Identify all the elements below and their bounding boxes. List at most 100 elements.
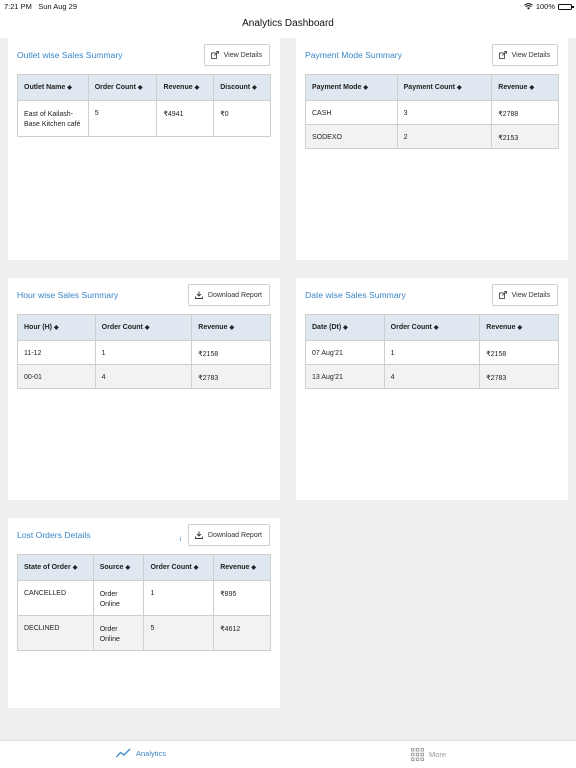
hour-cell-order-count: 1 <box>94 340 193 365</box>
date-sales-title: Date wise Sales Summary <box>305 290 406 300</box>
sort-icon: ◆ <box>125 565 131 571</box>
lost-cell-revenue: ₹4612 <box>213 615 271 651</box>
payment-view-details-label: View Details <box>511 51 550 59</box>
hour-header-hour[interactable]: Hour (H) ◆ <box>17 314 96 341</box>
table-row: 07 Aug'21 1 ₹2158 <box>305 340 559 365</box>
hour-download-report-button[interactable]: Download Report <box>187 284 270 306</box>
column-header-label: Payment Count <box>403 84 455 91</box>
table-row: 13 Aug'21 4 ₹2783 <box>305 364 559 389</box>
tab-analytics[interactable]: Analytics <box>116 748 166 758</box>
analytics-icon <box>116 748 131 758</box>
payment-cell-revenue: ₹2788 <box>491 100 559 125</box>
outlet-cell-revenue: ₹4941 <box>156 100 215 137</box>
tab-analytics-label: Analytics <box>136 748 167 758</box>
payment-cell-count: 2 <box>396 124 493 149</box>
battery-icon <box>558 3 574 10</box>
lost-header-revenue[interactable]: Revenue ◆ <box>213 554 271 581</box>
hour-cell-revenue: ₹2158 <box>191 340 271 365</box>
date-header-revenue[interactable]: Revenue ◆ <box>479 314 559 341</box>
column-header-label: Payment Mode <box>312 84 362 91</box>
column-header-label: Source <box>99 564 124 571</box>
sort-icon: ◆ <box>529 85 535 91</box>
table-row: CASH 3 ₹2788 <box>305 100 559 125</box>
outlet-header-discount[interactable]: Discount ◆ <box>213 74 271 101</box>
outlet-cell-name: East of Kailash- Base Kitchen café <box>17 100 89 137</box>
column-header-label: Outlet Name <box>24 84 66 91</box>
sort-icon: ◆ <box>54 325 59 331</box>
payment-cell-mode: SODEXO <box>305 124 398 149</box>
table-row: CANCELLED Order Online 1 ₹895 <box>17 580 271 616</box>
sort-icon: ◆ <box>433 325 439 331</box>
payment-header-mode[interactable]: Payment Mode ◆ <box>305 74 398 101</box>
outlet-header-order-count[interactable]: Order Count ◆ <box>87 74 158 101</box>
date-header-date[interactable]: Date (Dt) ◆ <box>305 314 385 341</box>
download-icon <box>194 291 203 299</box>
payment-header-revenue[interactable]: Revenue ◆ <box>491 74 559 101</box>
sort-icon: ◆ <box>343 325 348 331</box>
date-cell-order-count: 4 <box>383 364 481 389</box>
sort-icon: ◆ <box>72 565 78 571</box>
outlet-view-details-button[interactable]: View Details <box>203 44 270 66</box>
sort-icon: ◆ <box>456 85 462 91</box>
status-bar: 7:21 PM Sun Aug 29 100% <box>0 0 576 14</box>
date-header-order-count[interactable]: Order Count ◆ <box>383 314 481 341</box>
outlet-header-name[interactable]: Outlet Name ◆ <box>17 74 89 101</box>
lost-cell-state: DECLINED <box>17 615 94 651</box>
lost-cell-order-count: 1 <box>143 580 215 616</box>
sort-icon: ◆ <box>194 85 200 91</box>
lost-cell-state: CANCELLED <box>17 580 94 616</box>
payment-view-details-button[interactable]: View Details <box>491 44 558 66</box>
nav-bar: Analytics Dashboard <box>0 14 576 38</box>
table-row: SODEXO 2 ₹2153 <box>305 124 559 149</box>
sort-icon: ◆ <box>251 565 257 571</box>
payment-cell-count: 3 <box>396 100 493 125</box>
grid-icon <box>411 748 424 761</box>
column-header-label: Revenue <box>498 84 528 91</box>
table-row: East of Kailash- Base Kitchen café 5 ₹49… <box>17 100 271 137</box>
payment-mode-title: Payment Mode Summary <box>305 50 402 60</box>
sort-icon: ◆ <box>229 325 235 331</box>
table-row: 00-01 4 ₹2783 <box>17 364 271 389</box>
date-view-details-button[interactable]: View Details <box>491 284 558 306</box>
tab-bar: Analytics More <box>0 740 576 768</box>
column-header-label: Discount <box>220 84 251 91</box>
payment-header-count[interactable]: Payment Count ◆ <box>396 74 493 101</box>
column-header-label: Revenue <box>198 324 228 331</box>
column-header-label: Hour (H) <box>24 324 52 331</box>
hour-cell-order-count: 4 <box>94 364 193 389</box>
hour-header-revenue[interactable]: Revenue ◆ <box>191 314 271 341</box>
sort-icon: ◆ <box>193 565 199 571</box>
hour-header-order-count[interactable]: Order Count ◆ <box>94 314 193 341</box>
lost-header-source[interactable]: Source ◆ <box>92 554 145 581</box>
lost-cell-order-count: 5 <box>143 615 215 651</box>
page-title: Analytics Dashboard <box>242 18 334 29</box>
lost-header-order-count[interactable]: Order Count ◆ <box>143 554 215 581</box>
hour-download-report-label: Download Report <box>207 291 262 299</box>
column-header-label: Order Count <box>94 84 136 91</box>
external-link-icon <box>210 51 219 59</box>
lost-cell-source: Order Online <box>92 615 145 651</box>
download-icon <box>194 531 203 539</box>
lost-header-state[interactable]: State of Order ◆ <box>17 554 94 581</box>
hour-sales-title: Hour wise Sales Summary <box>17 290 119 300</box>
lost-download-report-button[interactable]: Download Report <box>187 524 270 546</box>
outlet-cell-order-count: 5 <box>87 100 158 137</box>
status-clock: 7:21 PM <box>4 2 32 11</box>
lost-orders-title: Lost Orders Details <box>17 530 91 540</box>
external-link-icon <box>498 51 507 59</box>
column-header-label: State of Order <box>24 564 71 571</box>
hour-cell-hour: 11-12 <box>17 340 96 365</box>
date-cell-order-count: 1 <box>383 340 481 365</box>
column-header-label: Order Count <box>150 564 192 571</box>
sort-icon: ◆ <box>137 85 143 91</box>
info-icon[interactable]: i <box>180 536 182 543</box>
payment-mode-card: Payment Mode Summary View Details Paymen… <box>296 38 568 260</box>
outlet-sales-card: Outlet wise Sales Summary View Details O… <box>8 38 280 260</box>
tab-more-label: More <box>429 750 447 759</box>
tab-more[interactable]: More <box>411 748 446 761</box>
lost-cell-revenue: ₹895 <box>213 580 271 616</box>
outlet-header-revenue[interactable]: Revenue ◆ <box>156 74 215 101</box>
status-right: 100% <box>523 2 574 11</box>
status-date: Sun Aug 29 <box>38 2 77 11</box>
payment-mode-table: Payment Mode ◆ Payment Count ◆ Revenue ◆ CA… <box>305 74 559 149</box>
